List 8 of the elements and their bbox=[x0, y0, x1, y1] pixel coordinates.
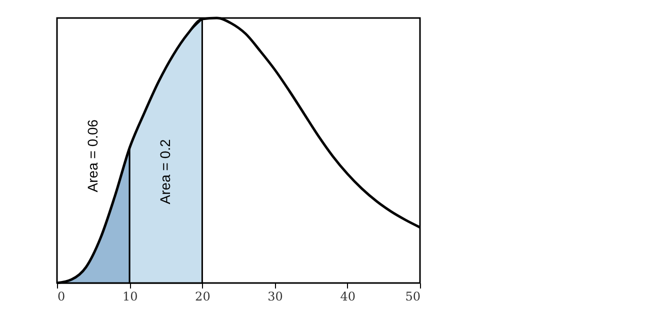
x-tick-label: 50 bbox=[405, 290, 420, 304]
x-tick-label: 10 bbox=[122, 290, 138, 304]
annotation: Area = 0.2 bbox=[156, 138, 173, 204]
x-tick-label: 20 bbox=[195, 290, 210, 304]
x-tick-label: 40 bbox=[340, 290, 356, 304]
x-tick-label: 0 bbox=[58, 290, 66, 304]
x-tick-label: 30 bbox=[268, 290, 283, 304]
annotation: Area = 0.06 bbox=[84, 119, 100, 192]
